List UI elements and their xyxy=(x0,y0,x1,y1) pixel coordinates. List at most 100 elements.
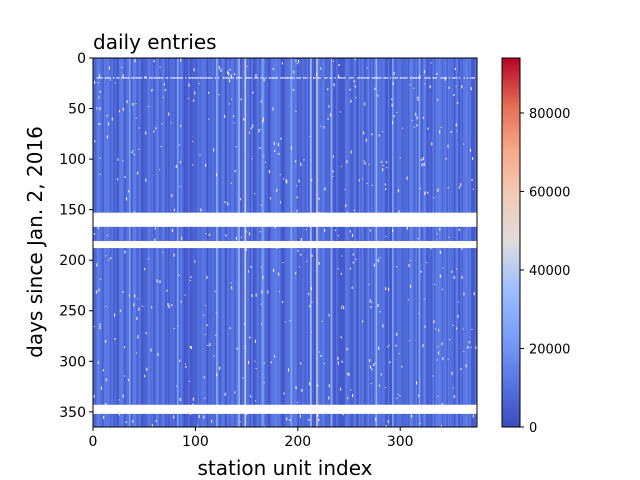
missing-cell xyxy=(248,361,249,364)
missing-cell xyxy=(105,306,106,307)
missing-cell xyxy=(451,271,452,273)
missing-cell xyxy=(372,185,373,186)
missing-cell xyxy=(236,146,237,147)
missing-cell xyxy=(240,198,241,200)
missing-cell xyxy=(288,368,289,371)
missing-cell xyxy=(374,77,375,78)
missing-cell xyxy=(386,236,387,237)
missing-cell xyxy=(211,77,212,78)
missing-cell xyxy=(133,303,134,306)
missing-cell xyxy=(446,158,447,160)
missing-cell xyxy=(179,360,180,362)
y-tick-label: 50 xyxy=(68,102,86,118)
missing-cell xyxy=(221,69,222,72)
missing-cell xyxy=(208,119,209,120)
missing-cell xyxy=(225,234,226,236)
missing-cell xyxy=(416,124,417,126)
missing-cell xyxy=(364,77,365,78)
missing-cell xyxy=(320,68,321,70)
missing-cell xyxy=(180,398,181,401)
missing-cell xyxy=(250,395,251,397)
missing-cell xyxy=(425,326,426,328)
missing-cell xyxy=(410,260,411,261)
missing-cell xyxy=(261,205,262,206)
missing-cell xyxy=(340,388,341,391)
missing-cell xyxy=(121,77,122,78)
missing-cell xyxy=(341,336,342,338)
missing-cell xyxy=(283,77,284,78)
missing-cell xyxy=(377,77,378,78)
y-tick-label: 350 xyxy=(59,405,86,421)
missing-cell xyxy=(437,346,438,347)
x-tick-label: 300 xyxy=(387,434,414,450)
missing-cell xyxy=(114,338,115,340)
missing-cell xyxy=(386,161,387,163)
missing-cell xyxy=(416,77,417,78)
missing-cell xyxy=(422,163,423,166)
missing-cell xyxy=(473,414,474,417)
missing-cell xyxy=(237,348,238,350)
missing-cell xyxy=(301,389,302,392)
missing-cell xyxy=(455,77,456,78)
missing-cell xyxy=(246,248,247,251)
missing-cell xyxy=(209,234,210,236)
missing-cell xyxy=(379,385,380,387)
missing-cell xyxy=(151,89,152,91)
missing-cell xyxy=(350,389,351,390)
missing-cell xyxy=(278,273,279,276)
missing-cell xyxy=(397,77,398,78)
y-tick-label: 0 xyxy=(77,51,86,67)
missing-cell xyxy=(400,157,401,158)
missing-cell xyxy=(134,77,135,78)
missing-cell xyxy=(190,276,191,278)
missing-cell xyxy=(429,77,430,78)
missing-cell xyxy=(418,99,419,101)
missing-cell xyxy=(262,77,263,78)
missing-cell xyxy=(405,77,406,78)
missing-cell xyxy=(298,60,299,63)
missing-cell xyxy=(342,361,343,363)
missing-cell xyxy=(188,77,189,78)
missing-cell xyxy=(124,375,125,376)
missing-cell xyxy=(160,146,161,147)
missing-cell xyxy=(363,160,364,161)
missing-cell xyxy=(345,204,346,207)
missing-cell xyxy=(423,344,424,347)
missing-cell xyxy=(227,202,228,205)
missing-cell xyxy=(360,77,361,78)
missing-cell xyxy=(126,421,127,423)
missing-cell xyxy=(306,229,307,230)
missing-cell xyxy=(133,77,134,78)
missing-cell xyxy=(457,102,458,104)
missing-cell xyxy=(204,376,205,378)
colorbar-tick-label: 0 xyxy=(529,421,537,436)
missing-cell xyxy=(461,368,462,370)
missing-cell xyxy=(155,228,156,230)
missing-cell xyxy=(206,324,207,326)
colorbar-tick-label: 40000 xyxy=(529,264,570,279)
missing-cell xyxy=(126,197,127,200)
missing-cell xyxy=(282,301,283,303)
missing-cell xyxy=(269,170,270,173)
missing-cell xyxy=(228,77,229,78)
missing-cell xyxy=(427,128,428,130)
missing-cell xyxy=(387,77,388,78)
missing-cell xyxy=(96,107,97,109)
missing-cell xyxy=(214,355,215,356)
missing-cell xyxy=(98,361,99,364)
missing-cell xyxy=(428,77,429,78)
missing-cell xyxy=(338,77,339,78)
missing-cell xyxy=(164,83,165,85)
missing-cell xyxy=(320,77,321,78)
missing-cell xyxy=(295,60,296,62)
missing-cell xyxy=(152,424,153,426)
missing-cell xyxy=(263,156,264,157)
missing-cell xyxy=(340,111,341,112)
missing-cell xyxy=(329,314,330,316)
missing-cell xyxy=(264,78,265,81)
missing-cell xyxy=(364,103,365,106)
missing-cell xyxy=(132,150,133,151)
missing-cell xyxy=(427,192,428,194)
missing-cell xyxy=(410,77,411,78)
